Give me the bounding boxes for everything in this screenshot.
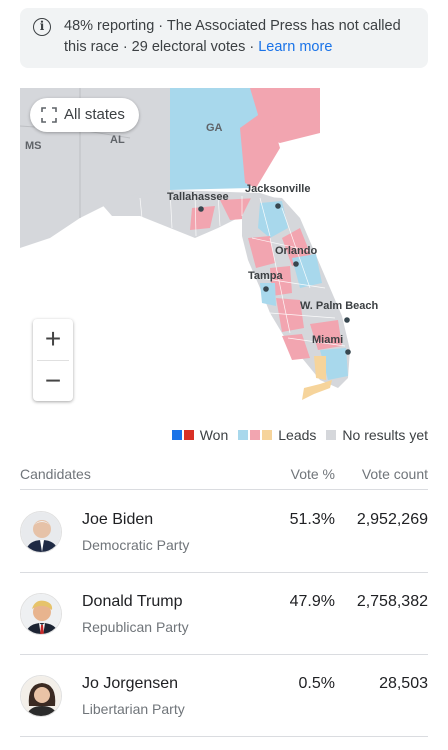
results-table-header: Candidates Vote % Vote count [20, 464, 428, 490]
candidate-name: Jo Jorgensen [82, 675, 179, 692]
legend-no-results: No results yet [326, 427, 428, 443]
zoom-divider [37, 360, 69, 361]
header-candidates: Candidates [20, 466, 91, 482]
candidate-row[interactable]: Jo Jorgensen Libertarian Party 0.5% 28,5… [20, 655, 428, 737]
learn-more-link[interactable]: Learn more [258, 39, 333, 55]
leads-red-swatch [250, 430, 261, 440]
state-label-ga: GA [206, 122, 223, 134]
candidate-row[interactable]: Donald Trump Republican Party 47.9% 2,75… [20, 573, 428, 655]
city-label-orlando: Orlando [275, 245, 318, 257]
city-label-miami: Miami [312, 334, 344, 346]
vote-count: 28,503 [379, 675, 428, 692]
state-label-al: AL [110, 134, 125, 146]
city-label-w-palm-beach: W. Palm Beach [300, 300, 379, 312]
city-label-tampa: Tampa [248, 270, 283, 282]
candidate-party: Democratic Party [82, 537, 190, 553]
all-states-button[interactable]: All states [30, 98, 139, 132]
won-blue-swatch [171, 430, 182, 440]
legend-leads-label: Leads [278, 427, 317, 443]
leads-other-swatch [262, 430, 273, 440]
won-red-swatch [183, 430, 194, 440]
header-vote-pct: Vote % [290, 466, 335, 482]
map-canvas [20, 88, 351, 400]
expand-icon [41, 107, 57, 123]
candidate-row[interactable]: Joe Biden Democratic Party 51.3% 2,952,2… [20, 491, 428, 573]
all-states-label: All states [64, 106, 125, 123]
candidate-avatar [20, 593, 62, 635]
info-icon: i [33, 18, 51, 36]
no-results-swatch [326, 430, 337, 440]
header-vote-count: Vote count [361, 466, 428, 482]
legend-won-label: Won [199, 427, 229, 443]
city-label-tallahassee: Tallahassee [167, 191, 229, 203]
candidate-avatar [20, 675, 62, 717]
zoom-in-button[interactable]: + [44, 323, 62, 354]
map-legend: Won Leads No results yet [162, 425, 428, 445]
vote-percent: 51.3% [289, 511, 335, 528]
race-status-banner: i 48% reporting · The Associated Press h… [20, 8, 428, 68]
zoom-out-button[interactable]: − [44, 365, 62, 396]
candidate-name: Joe Biden [82, 511, 154, 528]
candidate-name: Donald Trump [82, 593, 183, 610]
florida-keys [302, 380, 332, 400]
vote-count: 2,758,382 [356, 593, 428, 610]
state-label-ms: MS [25, 140, 42, 152]
legend-won: Won [171, 427, 229, 443]
zoom-controls: + − [33, 319, 73, 401]
candidate-party: Libertarian Party [82, 701, 185, 717]
candidate-avatar [20, 511, 62, 553]
florida-results-map[interactable]: GA AL MS Tallahassee Jacksonville Orland… [20, 88, 448, 418]
city-label-jacksonville: Jacksonville [245, 183, 311, 195]
candidate-party: Republican Party [82, 619, 189, 635]
georgia-region [170, 88, 265, 190]
leads-blue-swatch [238, 430, 249, 440]
vote-count: 2,952,269 [356, 511, 428, 528]
legend-no-results-label: No results yet [342, 427, 428, 443]
race-status-text: 48% reporting · The Associated Press has… [64, 18, 401, 55]
vote-percent: 47.9% [289, 593, 335, 610]
vote-percent: 0.5% [298, 675, 335, 692]
legend-leads: Leads [238, 427, 316, 443]
